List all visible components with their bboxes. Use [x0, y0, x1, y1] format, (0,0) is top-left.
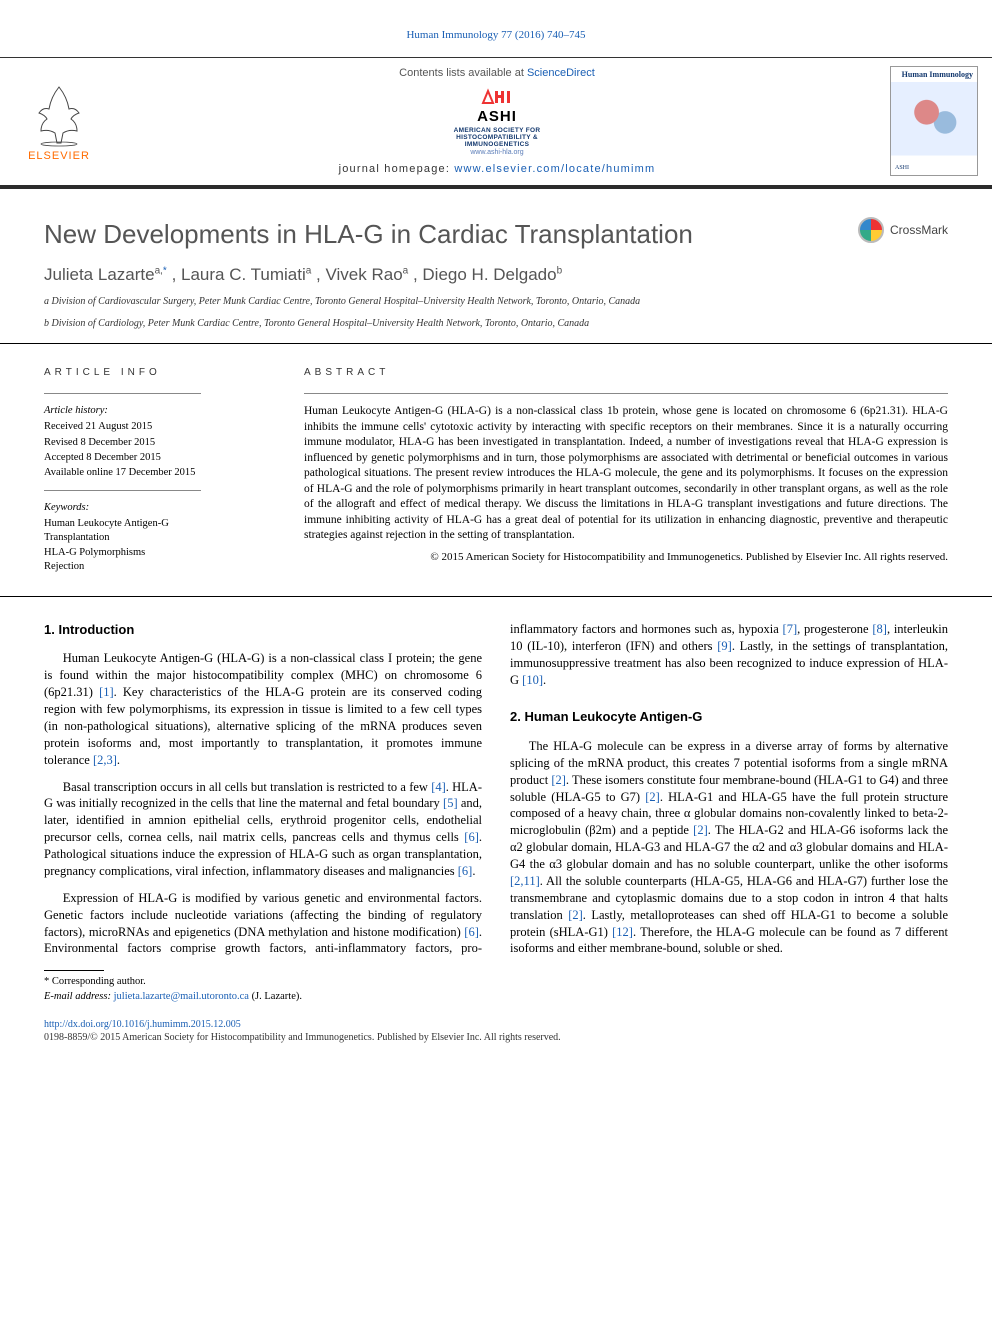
bottom-meta: http://dx.doi.org/10.1016/j.humimm.2015.… — [0, 1014, 992, 1069]
author-1: Julieta Lazartea,* — [44, 265, 167, 284]
journal-header-band: ELSEVIER Contents lists available at Sci… — [0, 57, 992, 189]
article-history-label: Article history: — [44, 404, 268, 418]
footnote-block: * Corresponding author. E-mail address: … — [0, 970, 992, 1013]
affiliation-b: b Division of Cardiology, Peter Munk Car… — [44, 317, 948, 331]
corresponding-author-note: * Corresponding author. — [44, 975, 948, 989]
ref-5[interactable]: [5] — [443, 796, 458, 810]
info-rule-1 — [44, 393, 201, 394]
s1-para-2: Basal transcription occurs in all cells … — [44, 779, 482, 880]
keywords-label: Keywords: — [44, 501, 268, 515]
ref-2a[interactable]: [2] — [551, 773, 566, 787]
ref-10[interactable]: [10] — [522, 673, 543, 687]
article-info-heading: article info — [44, 366, 268, 380]
affiliation-a: a Division of Cardiovascular Surgery, Pe… — [44, 295, 948, 309]
abstract-column: abstract Human Leukocyte Antigen-G (HLA-… — [286, 344, 948, 596]
history-revised: Revised 8 December 2015 — [44, 436, 268, 450]
ref-2-11[interactable]: [2,11] — [510, 874, 540, 888]
section-1-heading: 1. Introduction — [44, 621, 482, 639]
ashi-mark-icon — [479, 87, 515, 107]
corresponding-email-link[interactable]: julieta.lazarte@mail.utoronto.ca — [114, 991, 249, 1002]
ashi-sub2: HISTOCOMPATIBILITY & — [447, 134, 547, 141]
keyword-3: HLA-G Polymorphisms — [44, 546, 268, 560]
info-abstract-row: article info Article history: Received 2… — [0, 344, 992, 597]
ref-7[interactable]: [7] — [783, 622, 798, 636]
ref-8[interactable]: [8] — [872, 622, 887, 636]
keyword-1: Human Leukocyte Antigen-G — [44, 517, 268, 531]
article-info-column: article info Article history: Received 2… — [44, 344, 286, 596]
doi-link[interactable]: http://dx.doi.org/10.1016/j.humimm.2015.… — [44, 1019, 241, 1030]
homepage-prefix: journal homepage: — [339, 163, 455, 175]
title-block: New Developments in HLA-G in Cardiac Tra… — [0, 189, 992, 344]
ashi-sub1: AMERICAN SOCIETY FOR — [447, 127, 547, 134]
sciencedirect-link[interactable]: ScienceDirect — [527, 67, 595, 79]
ref-2b[interactable]: [2] — [645, 790, 660, 804]
ref-9[interactable]: [9] — [717, 639, 732, 653]
abstract-heading: abstract — [304, 366, 948, 380]
ashi-logo[interactable]: ASHI AMERICAN SOCIETY FOR HISTOCOMPATIBI… — [447, 87, 547, 158]
cover-art-icon — [897, 85, 971, 153]
authors-line: Julieta Lazartea,* , Laura C. Tumiatia ,… — [44, 264, 948, 287]
ashi-sub3: IMMUNOGENETICS — [447, 141, 547, 148]
elsevier-tree-icon — [29, 79, 89, 147]
cover-footer: ASHI — [895, 164, 909, 172]
crossmark-label: CrossMark — [890, 222, 948, 238]
keyword-4: Rejection — [44, 560, 268, 574]
s1-para-1: Human Leukocyte Antigen-G (HLA-G) is a n… — [44, 650, 482, 768]
ref-6b[interactable]: [6] — [458, 864, 473, 878]
section-2-heading: 2. Human Leukocyte Antigen-G — [510, 708, 948, 726]
elsevier-wordmark: ELSEVIER — [28, 149, 90, 164]
email-label: E-mail address: — [44, 991, 114, 1002]
ref-2c[interactable]: [2] — [693, 823, 708, 837]
author-4: , Diego H. Delgadob — [413, 265, 562, 284]
cover-title: Human Immunology — [895, 70, 973, 81]
ref-6c[interactable]: [6] — [464, 925, 479, 939]
journal-homepage-link[interactable]: www.elsevier.com/locate/humimm — [454, 163, 655, 175]
header-center: Contents lists available at ScienceDirec… — [104, 66, 890, 177]
crossmark-badge[interactable]: CrossMark — [858, 217, 948, 243]
ref-2-3[interactable]: [2,3] — [93, 753, 117, 767]
info-rule-2 — [44, 490, 201, 491]
ashi-title: ASHI — [447, 107, 547, 127]
journal-reference-link[interactable]: Human Immunology 77 (2016) 740–745 — [406, 29, 585, 41]
paper-title: New Developments in HLA-G in Cardiac Tra… — [44, 217, 693, 252]
email-suffix: (J. Lazarte). — [249, 991, 302, 1002]
history-accepted: Accepted 8 December 2015 — [44, 451, 268, 465]
ref-1[interactable]: [1] — [99, 685, 114, 699]
s2-para-1: The HLA-G molecule can be express in a d… — [510, 738, 948, 957]
ashi-url[interactable]: www.ashi-hla.org — [447, 148, 547, 157]
history-received: Received 21 August 2015 — [44, 420, 268, 434]
email-line: E-mail address: julieta.lazarte@mail.uto… — [44, 990, 948, 1004]
ref-6a[interactable]: [6] — [464, 830, 479, 844]
crossmark-icon — [858, 217, 884, 243]
keyword-2: Transplantation — [44, 531, 268, 545]
abstract-rule — [304, 393, 948, 394]
contents-prefix: Contents lists available at — [399, 67, 527, 79]
elsevier-logo[interactable]: ELSEVIER — [14, 79, 104, 164]
issn-copyright-line: 0198-8859/© 2015 American Society for Hi… — [44, 1031, 948, 1045]
ref-12[interactable]: [12] — [612, 925, 633, 939]
abstract-text: Human Leukocyte Antigen-G (HLA-G) is a n… — [304, 404, 948, 544]
journal-cover-thumbnail[interactable]: Human Immunology ASHI — [890, 66, 978, 176]
ref-2d[interactable]: [2] — [568, 908, 583, 922]
journal-homepage-line: journal homepage: www.elsevier.com/locat… — [104, 162, 890, 177]
history-online: Available online 17 December 2015 — [44, 466, 268, 480]
ref-4[interactable]: [4] — [431, 780, 446, 794]
author-2: , Laura C. Tumiatia — [172, 265, 312, 284]
abstract-copyright: © 2015 American Society for Histocompati… — [304, 550, 948, 565]
contents-lists-line: Contents lists available at ScienceDirec… — [104, 66, 890, 81]
journal-reference: Human Immunology 77 (2016) 740–745 — [0, 0, 992, 57]
footnote-rule — [44, 970, 104, 971]
author-3: , Vivek Raoa — [316, 265, 408, 284]
body-columns: 1. Introduction Human Leukocyte Antigen-… — [0, 597, 992, 970]
